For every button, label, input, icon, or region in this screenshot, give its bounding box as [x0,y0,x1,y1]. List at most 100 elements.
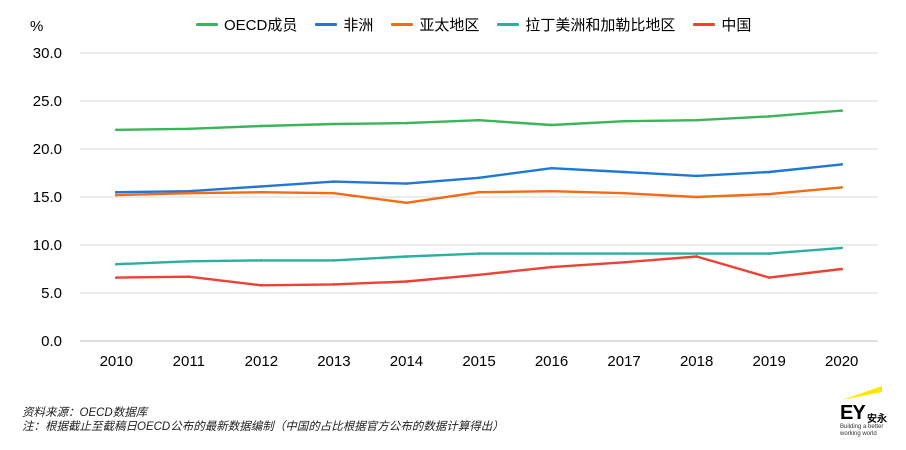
data-point [550,123,553,127]
x-tick-label: 2016 [535,353,568,370]
x-tick-label: 2019 [752,353,785,370]
data-point [187,260,191,263]
data-point [405,255,408,258]
data-point [840,186,844,189]
data-point [405,201,408,205]
legend-swatch-latam [497,23,520,26]
data-point [622,119,626,123]
data-point [550,189,553,193]
data-point [114,262,118,266]
footnotes: 资料来源：OECD数据库 注：根据截止至截稿日OECD公布的最新数据编制（中国的… [22,406,504,434]
data-point [840,109,844,112]
data-point [332,180,336,183]
legend-item-latam: 拉丁美洲和加勒比地区 [497,14,675,35]
ey-tagline: Building a better working world [840,424,883,438]
ey-logo: EY 安永 Building a better working world [840,380,896,440]
data-point [260,190,263,194]
data-point [550,265,553,269]
data-point [622,260,626,264]
data-point [405,121,408,125]
data-point [695,174,698,178]
legend-item-asia-pacific: 亚太地区 [391,14,479,35]
data-point [695,195,698,199]
data-point [767,276,771,279]
y-tick-label: 20.0 [33,141,62,158]
y-tick-label: 15.0 [33,189,62,206]
methodology-note: 注：根据截止至截稿日OECD公布的最新数据编制（中国的占比根据官方公布的数据计算… [22,421,504,433]
data-point [332,191,336,195]
legend-swatch-oecd [196,23,218,26]
data-point [695,118,698,122]
data-point [114,276,118,279]
data-point [477,252,481,255]
data-point [332,283,336,286]
legend-swatch-asia-pacific [391,23,414,26]
ey-beam-icon [842,386,882,400]
data-point [477,176,481,180]
x-tick-label: 2018 [680,353,713,370]
data-point [622,191,626,195]
data-point [622,252,626,255]
data-point [695,255,698,258]
data-point [405,280,408,283]
y-tick-label: 0.0 [41,333,62,350]
x-tick-label: 2014 [390,353,423,370]
data-point [840,267,844,271]
data-point [260,185,263,188]
data-point [332,259,336,262]
data-point [187,275,191,278]
data-point [187,127,191,131]
y-tick-label: 25.0 [33,93,62,110]
data-point [550,166,553,170]
legend-label-africa: 非洲 [343,17,374,34]
data-point [695,252,698,255]
data-point [622,170,626,174]
data-point [114,193,118,197]
data-point [114,128,118,132]
y-tick-label: 30.0 [33,45,62,62]
source-note: 资料来源：OECD数据库 [22,407,148,419]
x-tick-label: 2010 [100,353,133,370]
data-point [840,246,844,250]
legend-swatch-africa [315,23,338,26]
data-point [260,284,263,287]
y-axis-unit: % [30,18,44,35]
legend-swatch-china [693,23,716,26]
data-point [477,118,481,122]
x-tick-label: 2013 [317,353,350,370]
ey-logo-cn: 安永 [867,414,887,425]
x-tick-label: 2011 [173,353,205,370]
x-tick-label: 2012 [245,353,278,370]
legend-label-latam: 拉丁美洲和加勒比地区 [525,17,676,34]
x-tick-label: 2015 [462,353,495,370]
data-point [332,122,336,126]
ey-logo-mark: EY [840,402,866,424]
data-point [187,191,191,195]
data-point [767,192,771,196]
data-point [550,252,553,255]
x-tick-label: 2020 [825,353,858,370]
legend-label-china: 中国 [721,17,752,34]
chart-legend: OECD成员 非洲 亚太地区 拉丁美洲和加勒比地区 中国 [196,14,751,35]
data-point [767,252,771,255]
series-line [115,246,843,266]
legend-label-asia-pacific: 亚太地区 [419,17,480,34]
legend-item-china: 中国 [693,14,751,35]
ey-tagline-2: working world [840,431,877,437]
y-tick-label: 5.0 [41,285,62,302]
legend-item-africa: 非洲 [315,14,373,35]
legend-item-oecd: OECD成员 [196,14,297,35]
data-point [405,182,408,185]
data-point [114,190,118,194]
data-point [187,189,191,193]
data-point [477,190,481,194]
data-point [767,170,771,174]
ey-tagline-1: Building a better [840,424,884,430]
data-point [260,259,263,262]
x-tick-label: 2017 [607,353,640,370]
data-point [477,273,481,277]
legend-label-oecd: OECD成员 [224,17,298,34]
data-point [260,124,263,128]
data-point [767,115,771,118]
